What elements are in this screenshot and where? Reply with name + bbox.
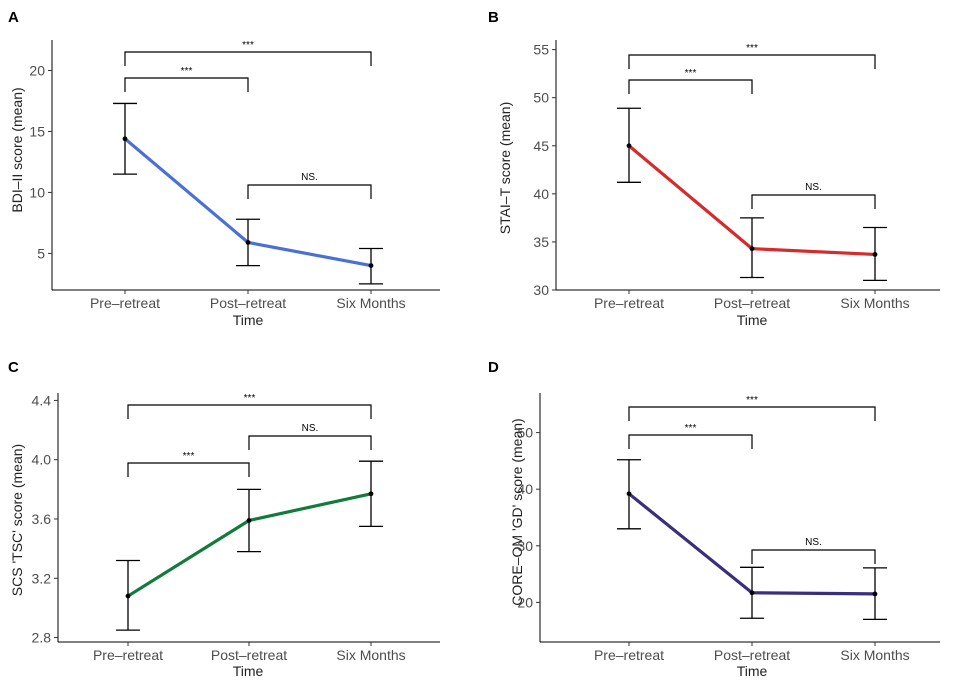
x-tick-label: Pre–retreat (93, 647, 163, 663)
panel-letter: B (488, 9, 499, 26)
x-axis-title: Time (737, 663, 768, 679)
sig-bracket-pre-post (628, 434, 753, 449)
sig-label-pre-six: *** (242, 40, 254, 51)
panel-c: C SCS 'TSC' score (mean) Time Pre–retrea… (8, 359, 440, 679)
x-tick-label: Six Months (336, 295, 405, 311)
x-tick-label: Post–retreat (211, 647, 287, 663)
panel-b: B STAI–T score (mean) Time Pre–retreat P… (488, 9, 940, 328)
y-tick-label: 50 (533, 90, 549, 106)
y-tick-label: 3.2 (32, 570, 52, 586)
x-tick-label: Six Months (840, 295, 909, 311)
data-point (872, 252, 878, 257)
data-point (749, 590, 755, 596)
data-point (626, 143, 632, 149)
x-tick-label: Six Months (840, 647, 909, 663)
y-tick-label: 10 (29, 184, 45, 200)
x-tick-label: Post–retreat (714, 647, 790, 663)
y-tick-label: 40 (533, 186, 549, 202)
y-tick-label: 30 (533, 282, 549, 298)
y-axis-title: STAI–T score (mean) (497, 102, 513, 235)
y-tick-label: 30 (517, 538, 533, 554)
y-tick-label: 5 (37, 245, 45, 261)
data-point (246, 518, 252, 523)
data-point (125, 593, 131, 599)
y-tick-label: 2.8 (32, 630, 52, 646)
y-tick-label: 20 (517, 594, 533, 610)
sig-bracket-pre-six (127, 404, 372, 419)
y-tick-label: 40 (517, 481, 533, 497)
x-tick-label: Pre–retreat (594, 647, 664, 663)
sig-bracket-post-six (248, 435, 372, 450)
y-tick-label: 35 (533, 234, 549, 250)
panel-letter: C (8, 359, 19, 376)
y-axis-title: BDI–II score (mean) (9, 87, 25, 212)
sig-label-post-six: NS. (302, 423, 319, 434)
sig-bracket-post-six (751, 194, 876, 209)
sig-label-post-six: NS. (301, 172, 318, 183)
sig-label-pre-post: *** (685, 68, 697, 79)
sig-label-pre-six: *** (746, 395, 758, 406)
data-point (368, 491, 374, 497)
x-axis-title: Time (737, 312, 768, 328)
x-tick-label: Post–retreat (714, 295, 790, 311)
sig-label-post-six: NS. (805, 182, 822, 193)
sig-label-pre-post: *** (181, 66, 193, 77)
data-point (872, 591, 878, 597)
x-tick-label: Pre–retreat (90, 295, 160, 311)
sig-bracket-pre-post (628, 79, 753, 94)
y-tick-label: 45 (533, 138, 549, 154)
y-tick-label: 4.4 (32, 392, 52, 408)
sig-bracket-post-six (751, 549, 876, 564)
data-point (245, 240, 251, 245)
data-point (626, 491, 632, 497)
sig-bracket-pre-six (124, 51, 372, 66)
sig-label-pre-six: *** (244, 393, 256, 404)
sig-label-pre-six: *** (746, 43, 758, 54)
x-tick-label: Six Months (336, 647, 405, 663)
sig-label-pre-post: *** (685, 423, 697, 434)
x-axis-title: Time (233, 663, 264, 679)
y-tick-label: 3.6 (32, 511, 52, 527)
y-tick-label: 15 (29, 123, 45, 139)
y-tick-label: 55 (533, 42, 549, 58)
y-axis-title: CORE–OM 'GD' score (mean) (509, 418, 525, 605)
data-point (368, 263, 374, 269)
panel-a: A BDI–II score (mean) Time Pre–retreat P… (8, 9, 440, 328)
y-axis-title: SCS 'TSC' score (mean) (9, 444, 25, 596)
y-tick-label: 20 (29, 62, 45, 78)
sig-label-pre-post: *** (183, 451, 195, 462)
sig-label-post-six: NS. (805, 537, 822, 548)
data-point (749, 246, 755, 252)
panel-letter: A (8, 9, 19, 26)
x-axis-title: Time (233, 312, 264, 328)
sig-bracket-pre-six (628, 406, 876, 421)
sig-bracket-pre-post (127, 462, 250, 477)
panel-d: D CORE–OM 'GD' score (mean) Time Pre–ret… (488, 359, 940, 679)
x-tick-label: Pre–retreat (594, 295, 664, 311)
sig-bracket-pre-six (628, 54, 876, 69)
sig-bracket-post-six (247, 184, 372, 199)
sig-bracket-pre-post (124, 77, 249, 92)
data-point (122, 136, 128, 142)
x-tick-label: Post–retreat (210, 295, 286, 311)
y-tick-label: 50 (517, 425, 533, 441)
y-tick-label: 4.0 (32, 452, 52, 468)
panel-letter: D (488, 359, 499, 376)
